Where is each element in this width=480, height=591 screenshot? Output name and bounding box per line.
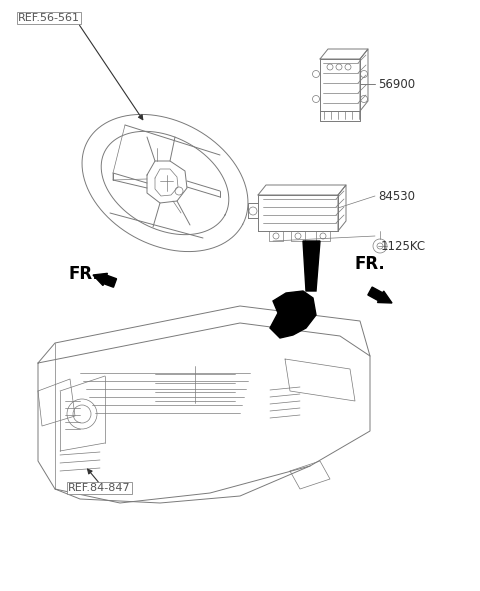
Text: FR.: FR. bbox=[355, 255, 386, 273]
FancyArrow shape bbox=[93, 273, 117, 287]
Polygon shape bbox=[303, 241, 320, 291]
Text: 1125KC: 1125KC bbox=[381, 239, 426, 252]
Text: 56900: 56900 bbox=[378, 77, 415, 90]
Text: FR.: FR. bbox=[68, 265, 99, 283]
FancyArrow shape bbox=[368, 287, 392, 303]
Polygon shape bbox=[270, 291, 316, 338]
Text: REF.84-847: REF.84-847 bbox=[68, 483, 131, 493]
Text: REF.56-561: REF.56-561 bbox=[18, 13, 80, 23]
Text: 84530: 84530 bbox=[378, 190, 415, 203]
